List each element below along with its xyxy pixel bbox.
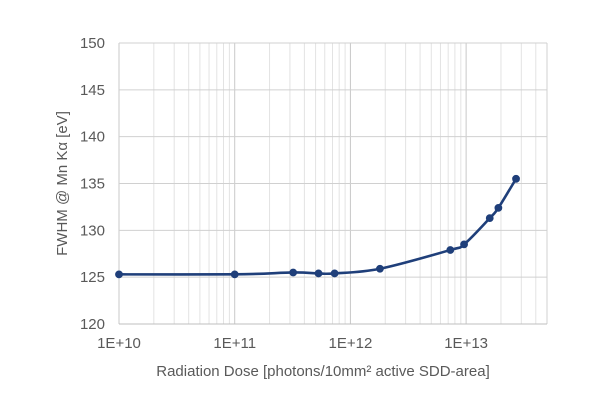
data-point (494, 203, 503, 212)
data-point (512, 174, 520, 183)
series-group (115, 174, 520, 279)
y-tick-label: 130 (80, 222, 105, 239)
data-point (460, 240, 468, 249)
x-axis-ticks: 1E+10 1E+11 1E+12 1E+13 (97, 335, 488, 352)
x-tick-label: 1E+10 (97, 335, 141, 352)
data-point (289, 268, 298, 277)
major-gridlines (118, 42, 547, 325)
y-tick-label: 140 (80, 129, 105, 146)
x-axis-title: Radiation Dose [photons/10mm² active SDD… (156, 363, 490, 380)
data-point (314, 269, 323, 278)
data-point (376, 264, 384, 273)
x-tick-label: 1E+11 (213, 335, 256, 352)
data-point (485, 214, 494, 223)
plot-area (119, 43, 548, 325)
data-point (330, 269, 339, 278)
y-axis-title: FWHM @ Mn Kα [eV] (54, 111, 71, 256)
series-line (118, 178, 518, 276)
x-tick-label: 1E+13 (444, 335, 488, 352)
data-point (115, 270, 123, 279)
y-tick-label: 120 (80, 316, 105, 333)
x-tick-label: 1E+12 (329, 335, 373, 352)
data-point (446, 246, 455, 254)
data-point (230, 270, 239, 279)
y-tick-label: 145 (80, 82, 105, 99)
y-tick-label: 125 (80, 269, 105, 286)
y-tick-label: 135 (80, 176, 105, 193)
y-tick-label: 150 (80, 35, 105, 52)
y-axis-ticks: 120 125 130 135 140 145 150 (80, 35, 105, 333)
